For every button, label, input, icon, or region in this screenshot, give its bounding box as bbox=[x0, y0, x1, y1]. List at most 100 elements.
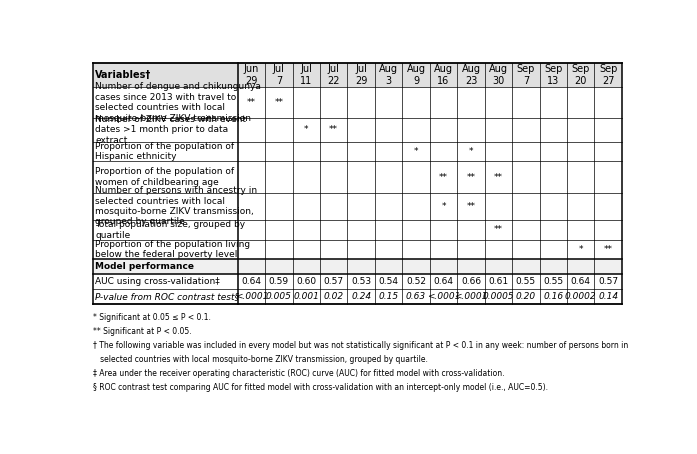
Bar bbox=[402, 240, 430, 259]
Text: Aug
3: Aug 3 bbox=[379, 64, 398, 86]
Bar bbox=[402, 259, 430, 274]
Bar bbox=[457, 118, 484, 142]
Bar bbox=[402, 142, 430, 162]
Text: 0.59: 0.59 bbox=[269, 277, 289, 286]
Bar bbox=[347, 63, 375, 87]
Bar bbox=[347, 142, 375, 162]
Bar bbox=[457, 240, 484, 259]
Text: 0.54: 0.54 bbox=[378, 277, 399, 286]
Bar bbox=[484, 87, 512, 118]
Text: Sep
20: Sep 20 bbox=[572, 64, 590, 86]
Bar bbox=[238, 142, 265, 162]
Bar bbox=[512, 220, 539, 240]
Bar bbox=[320, 274, 347, 289]
Bar bbox=[430, 142, 457, 162]
Text: *: * bbox=[441, 202, 446, 211]
Text: Aug
16: Aug 16 bbox=[434, 64, 453, 86]
Text: Aug
30: Aug 30 bbox=[489, 64, 508, 86]
Text: 0.02: 0.02 bbox=[323, 292, 344, 301]
Bar bbox=[539, 63, 567, 87]
Text: 0.52: 0.52 bbox=[406, 277, 426, 286]
Text: selected countries with local mosquito-borne ZIKV transmission, grouped by quart: selected countries with local mosquito-b… bbox=[93, 355, 427, 364]
Bar bbox=[238, 289, 265, 305]
Bar bbox=[402, 274, 430, 289]
Bar bbox=[457, 289, 484, 305]
Text: Aug
9: Aug 9 bbox=[406, 64, 426, 86]
Bar bbox=[320, 142, 347, 162]
Text: 0.005: 0.005 bbox=[266, 292, 292, 301]
Bar bbox=[539, 259, 567, 274]
Bar bbox=[484, 274, 512, 289]
Bar bbox=[320, 259, 347, 274]
Text: 0.55: 0.55 bbox=[516, 277, 536, 286]
Bar bbox=[375, 142, 402, 162]
Bar bbox=[293, 63, 320, 87]
Bar bbox=[567, 240, 595, 259]
Bar bbox=[265, 162, 293, 192]
Bar bbox=[93, 63, 238, 87]
Text: **: ** bbox=[494, 225, 503, 234]
Bar bbox=[484, 240, 512, 259]
Bar bbox=[402, 162, 430, 192]
Bar bbox=[484, 259, 512, 274]
Bar bbox=[375, 274, 402, 289]
Text: **: ** bbox=[466, 202, 475, 211]
Bar bbox=[430, 289, 457, 305]
Bar bbox=[484, 192, 512, 220]
Bar bbox=[512, 162, 539, 192]
Bar bbox=[293, 259, 320, 274]
Bar bbox=[430, 274, 457, 289]
Bar bbox=[347, 289, 375, 305]
Bar bbox=[293, 192, 320, 220]
Bar bbox=[539, 289, 567, 305]
Bar bbox=[567, 142, 595, 162]
Bar bbox=[512, 192, 539, 220]
Text: 0.15: 0.15 bbox=[378, 292, 399, 301]
Bar bbox=[430, 259, 457, 274]
Text: ‡ Area under the receiver operating characteristic (ROC) curve (AUC) for fitted : ‡ Area under the receiver operating char… bbox=[93, 369, 504, 378]
Text: <.0001: <.0001 bbox=[235, 292, 268, 301]
Bar bbox=[457, 220, 484, 240]
Bar bbox=[539, 192, 567, 220]
Bar bbox=[93, 87, 238, 118]
Text: * Significant at 0.05 ≤ P < 0.1.: * Significant at 0.05 ≤ P < 0.1. bbox=[93, 313, 210, 322]
Bar bbox=[402, 289, 430, 305]
Bar bbox=[457, 162, 484, 192]
Bar bbox=[375, 63, 402, 87]
Bar bbox=[238, 220, 265, 240]
Bar bbox=[595, 162, 622, 192]
Bar bbox=[595, 63, 622, 87]
Text: Variables†: Variables† bbox=[95, 70, 151, 80]
Bar bbox=[265, 240, 293, 259]
Text: 0.64: 0.64 bbox=[434, 277, 454, 286]
Bar bbox=[484, 289, 512, 305]
Bar bbox=[238, 259, 265, 274]
Bar bbox=[293, 87, 320, 118]
Bar bbox=[347, 240, 375, 259]
Text: Jun
29: Jun 29 bbox=[244, 64, 259, 86]
Bar bbox=[539, 220, 567, 240]
Bar bbox=[238, 87, 265, 118]
Bar bbox=[457, 259, 484, 274]
Bar bbox=[375, 240, 402, 259]
Bar bbox=[595, 259, 622, 274]
Text: **: ** bbox=[329, 125, 338, 134]
Text: 0.20: 0.20 bbox=[516, 292, 536, 301]
Bar bbox=[457, 63, 484, 87]
Bar bbox=[347, 118, 375, 142]
Text: Model performance: Model performance bbox=[95, 262, 194, 271]
Bar bbox=[375, 118, 402, 142]
Text: Sep
27: Sep 27 bbox=[599, 64, 618, 86]
Bar bbox=[375, 87, 402, 118]
Text: Number of dengue and chikungunya
cases since 2013 with travel to
selected countr: Number of dengue and chikungunya cases s… bbox=[95, 83, 261, 123]
Bar bbox=[567, 87, 595, 118]
Bar bbox=[93, 274, 238, 289]
Bar bbox=[238, 63, 265, 87]
Bar bbox=[567, 220, 595, 240]
Text: Proportion of the population living
below the federal poverty level: Proportion of the population living belo… bbox=[95, 240, 250, 259]
Bar bbox=[512, 87, 539, 118]
Bar bbox=[375, 259, 402, 274]
Bar bbox=[484, 118, 512, 142]
Text: Sep
13: Sep 13 bbox=[544, 64, 562, 86]
Text: 0.64: 0.64 bbox=[571, 277, 591, 286]
